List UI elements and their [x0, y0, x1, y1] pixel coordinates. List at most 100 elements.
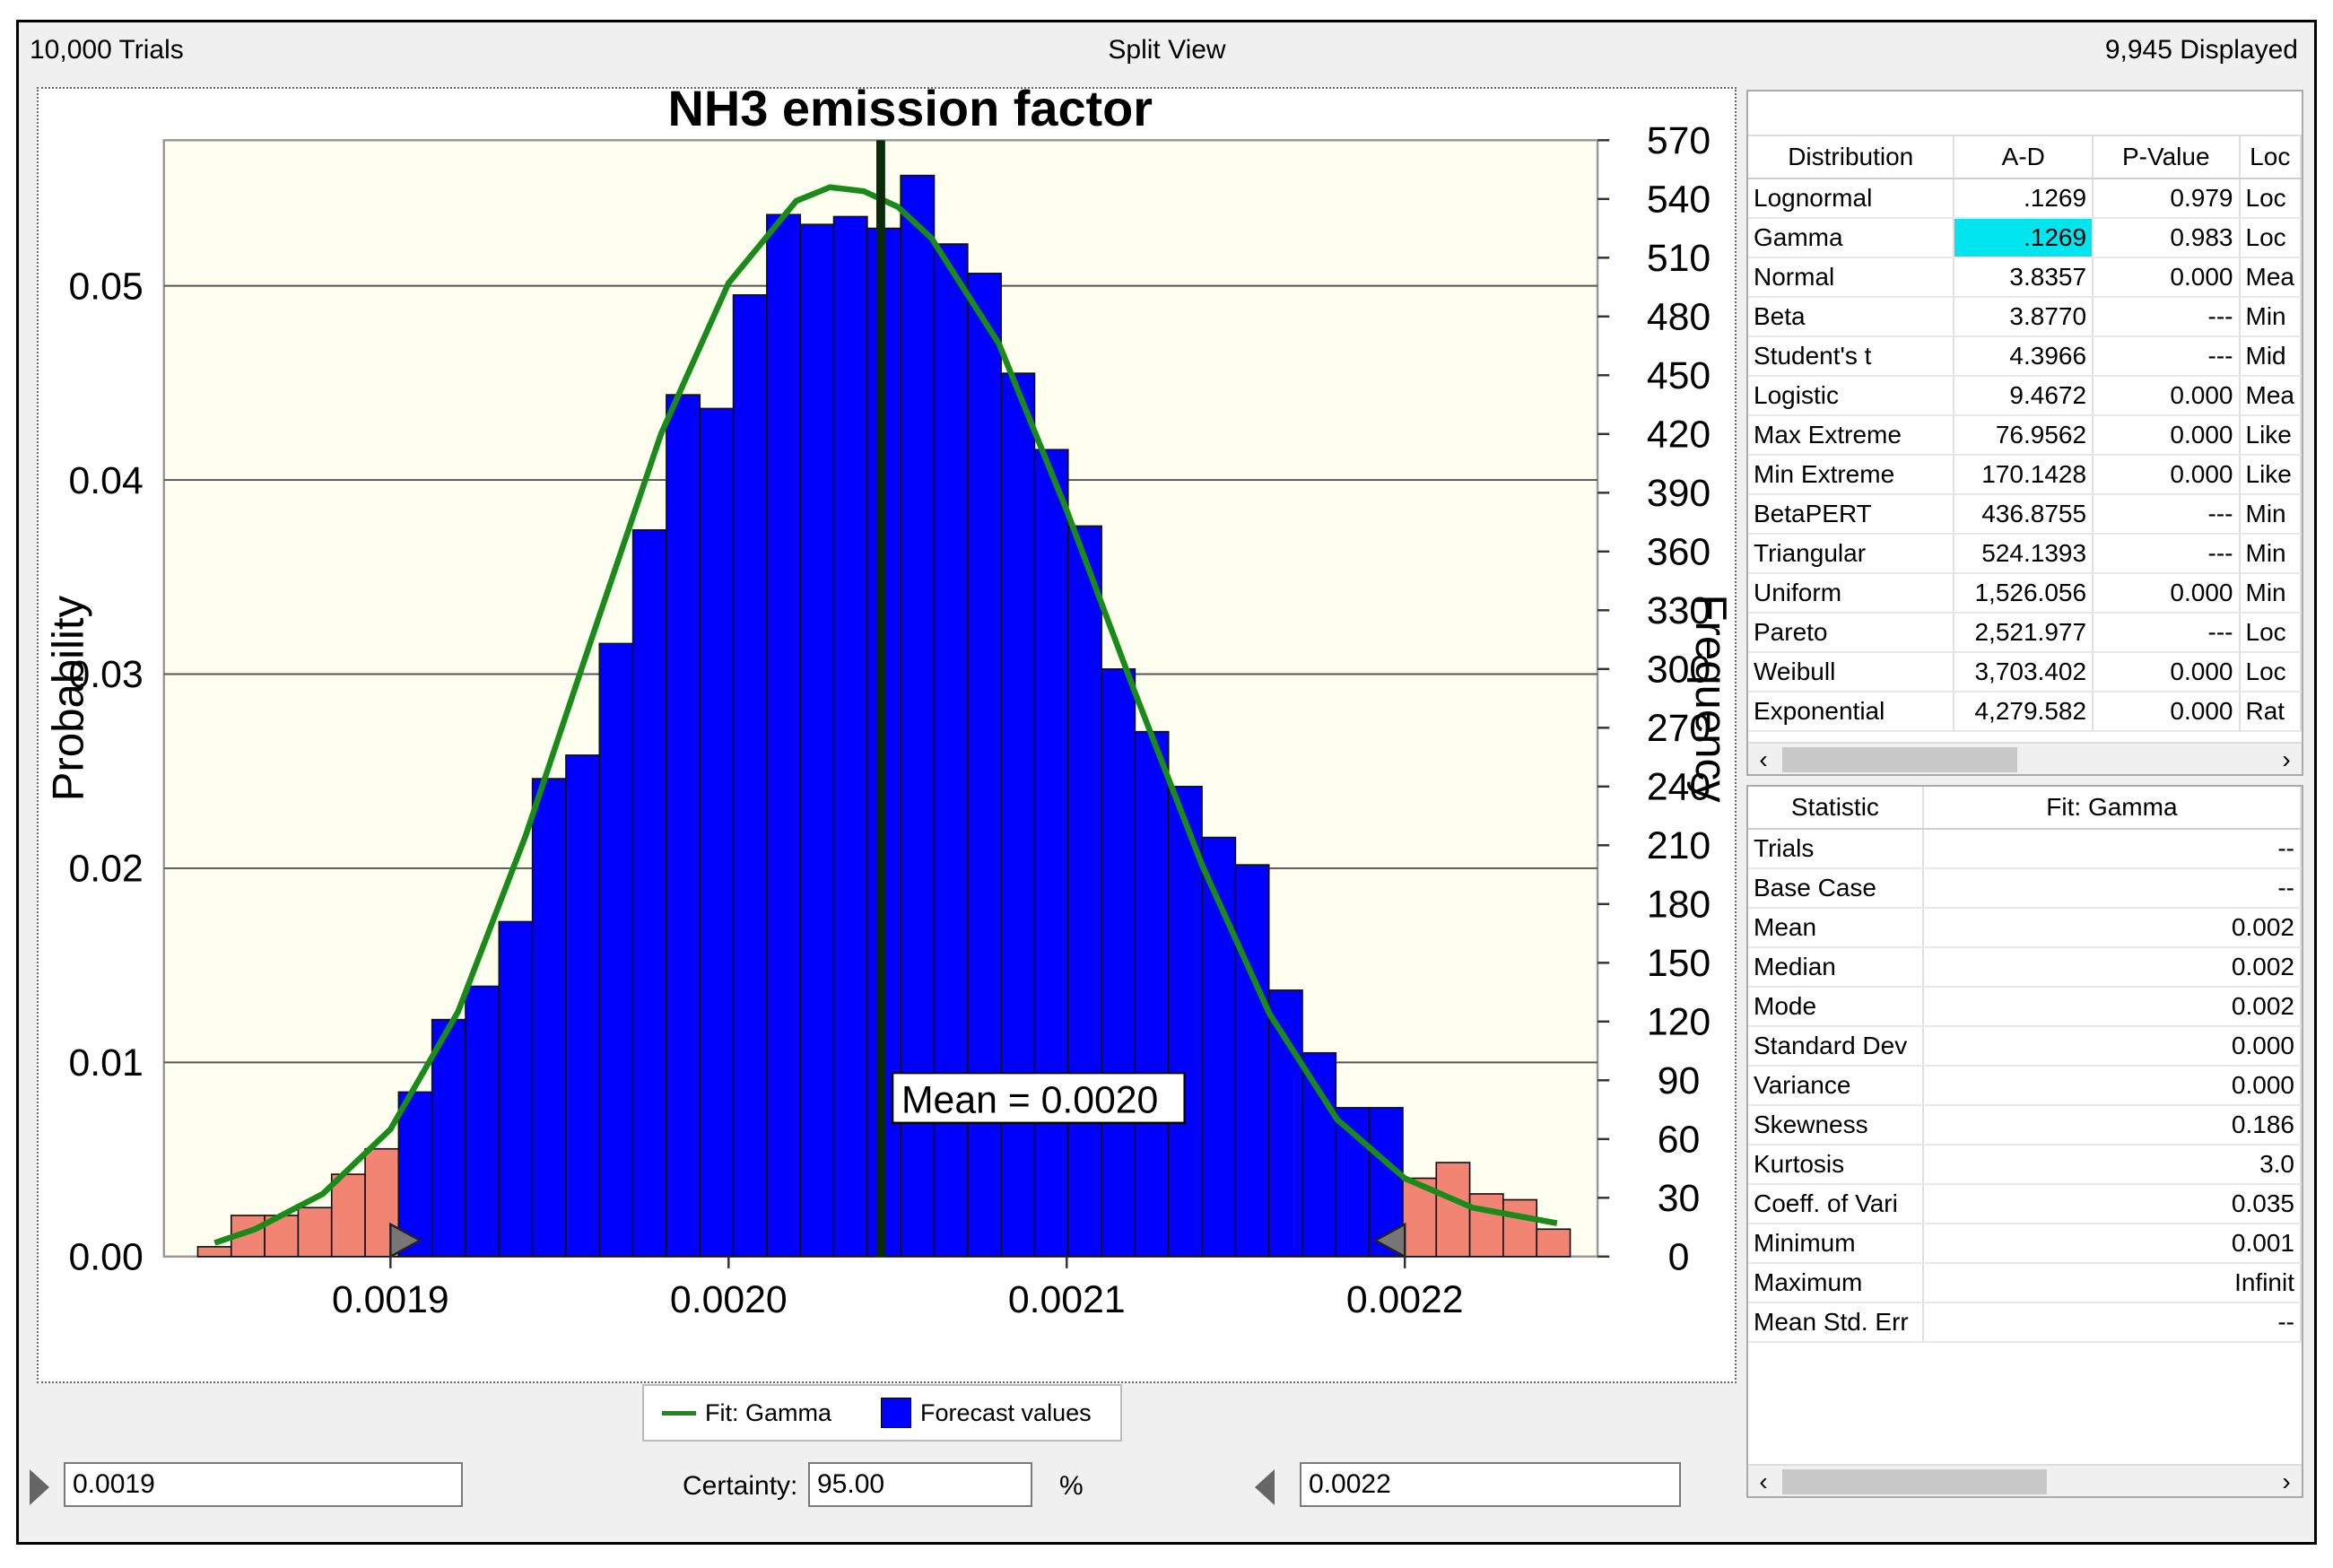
histogram-bar[interactable] — [297, 1206, 333, 1258]
histogram-bar[interactable] — [766, 213, 802, 1258]
certainty-input[interactable]: 95.00 — [808, 1462, 1032, 1507]
scroll-left-icon[interactable]: ‹ — [1759, 745, 1768, 773]
table-row[interactable]: Weibull 3,703.402 0.000 Loc — [1748, 652, 2302, 693]
histogram-bar[interactable] — [799, 223, 835, 1258]
histogram-bar[interactable] — [1000, 372, 1036, 1258]
fit-cell: Gamma — [1748, 218, 1955, 258]
stat-header-1[interactable]: Fit: Gamma — [1922, 787, 2302, 830]
table-row[interactable]: Minimum 0.001 — [1748, 1224, 2302, 1264]
table-row[interactable]: Maximum Infinit — [1748, 1263, 2302, 1303]
stat-cell: -- — [1922, 1302, 2302, 1343]
table-row[interactable]: Normal 3.8357 0.000 Mea — [1748, 257, 2302, 298]
fit-header-3[interactable]: Loc — [2239, 136, 2302, 179]
histogram-bar[interactable] — [498, 920, 534, 1258]
table-row[interactable]: Kurtosis 3.0 — [1748, 1145, 2302, 1185]
stat-cell: 0.186 — [1922, 1105, 2302, 1146]
y2-axis-label: Frequency — [1686, 595, 1735, 803]
fit-cell: Loc — [2239, 179, 2302, 219]
table-row[interactable]: Coeff. of Vari 0.035 — [1748, 1184, 2302, 1224]
stat-cell: Mode — [1748, 987, 1924, 1027]
view-mode-label[interactable]: Split View — [1108, 35, 1226, 65]
scroll-left-icon[interactable]: ‹ — [1759, 1468, 1768, 1495]
lower-bound-input[interactable]: 0.0019 — [64, 1462, 463, 1507]
upper-bound-input[interactable]: 0.0022 — [1300, 1462, 1681, 1507]
table-row[interactable]: Beta 3.8770 --- Min — [1748, 297, 2302, 337]
histogram-bar[interactable] — [397, 1091, 433, 1258]
fit-cell: Loc — [2239, 613, 2302, 653]
stat-cell: Trials — [1748, 829, 1924, 869]
table-row[interactable]: Pareto 2,521.977 --- Loc — [1748, 613, 2302, 653]
chart-title: NH3 emission factor — [668, 89, 1153, 136]
table-row[interactable]: Variance 0.000 — [1748, 1066, 2302, 1106]
lower-boundary-grabber-icon[interactable] — [389, 1222, 422, 1259]
table-row[interactable]: Triangular 524.1393 --- Min — [1748, 534, 2302, 574]
lower-grabber-icon[interactable] — [30, 1469, 49, 1505]
table-row[interactable]: Logistic 9.4672 0.000 Mea — [1748, 376, 2302, 416]
table-row[interactable]: Lognormal .1269 0.979 Loc — [1748, 179, 2302, 219]
histogram-bar[interactable] — [465, 985, 501, 1258]
fit-table[interactable]: Distribution A-D P-Value Loc Lognormal .1269… — [1748, 136, 2302, 732]
fit-cell: Lognormal — [1748, 179, 1955, 219]
histogram-bar[interactable] — [431, 1018, 466, 1258]
histogram-bar[interactable] — [565, 754, 601, 1258]
histogram-bar[interactable] — [631, 528, 667, 1258]
histogram-bar[interactable] — [832, 215, 868, 1258]
histogram-bar[interactable] — [732, 293, 768, 1258]
table-row[interactable]: Mean Std. Err -- — [1748, 1302, 2302, 1343]
histogram-bar[interactable] — [598, 642, 634, 1258]
histogram-bar[interactable] — [1502, 1198, 1538, 1258]
histogram-bar[interactable] — [1536, 1228, 1571, 1258]
upper-boundary-grabber-icon[interactable] — [1372, 1222, 1406, 1259]
stat-header-0[interactable]: Statistic — [1748, 787, 1924, 830]
table-row[interactable]: Mean 0.002 — [1748, 908, 2302, 948]
statistics-table[interactable]: Statistic Fit: Gamma Trials -- Base Case -- M… — [1748, 787, 2302, 1343]
table-row[interactable]: Base Case -- — [1748, 868, 2302, 909]
fit-table-hscroll[interactable]: ‹ › — [1748, 742, 2302, 774]
histogram-bar[interactable] — [666, 394, 701, 1258]
table-row[interactable]: Uniform 1,526.056 0.000 Min — [1748, 573, 2302, 614]
histogram-bar[interactable] — [1468, 1193, 1504, 1258]
scroll-right-icon[interactable]: › — [2282, 745, 2291, 773]
histogram-bar[interactable] — [1101, 667, 1136, 1258]
histogram-bar[interactable] — [1066, 525, 1102, 1258]
histogram-bar[interactable] — [330, 1173, 366, 1258]
fit-header-0[interactable]: Distribution — [1748, 136, 1955, 179]
histogram-bar[interactable] — [1301, 1051, 1337, 1258]
histogram-chart[interactable]: Mean = 0.0020 0.0019 0.0020 0.0021 0.0022 0.0… — [39, 89, 1735, 1381]
fit-legend-label: Fit: Gamma — [705, 1398, 832, 1426]
scroll-right-icon[interactable]: › — [2282, 1468, 2291, 1495]
y2-tick-label: 30 — [1658, 1177, 1701, 1220]
stats-table-hscroll[interactable]: ‹ › — [1748, 1464, 2302, 1496]
stat-cell: Standard Dev — [1748, 1026, 1924, 1067]
histogram-bar[interactable] — [531, 778, 567, 1258]
stat-cell: 0.000 — [1922, 1026, 2302, 1067]
table-row[interactable]: Exponential 4,279.582 0.000 Rat — [1748, 692, 2302, 732]
scroll-thumb[interactable] — [1782, 1469, 2047, 1494]
fit-cell: 0.000 — [2093, 455, 2241, 495]
histogram-bar[interactable] — [1267, 989, 1303, 1258]
fit-cell: 0.000 — [2093, 257, 2241, 298]
table-row[interactable]: Min Extreme 170.1428 0.000 Like — [1748, 455, 2302, 495]
histogram-bar[interactable] — [196, 1246, 232, 1258]
table-row[interactable]: Gamma .1269 0.983 Loc — [1748, 218, 2302, 258]
table-row[interactable]: Max Extreme 76.9562 0.000 Like — [1748, 415, 2302, 456]
table-row[interactable]: Skewness 0.186 — [1748, 1105, 2302, 1146]
fit-cell: 76.9562 — [1954, 415, 2094, 456]
upper-grabber-icon[interactable] — [1255, 1469, 1275, 1505]
table-row[interactable]: Student's t 4.3966 --- Mid — [1748, 336, 2302, 377]
histogram-bar[interactable] — [1134, 730, 1170, 1258]
table-row[interactable]: Trials -- — [1748, 829, 2302, 869]
histogram-bar[interactable] — [699, 407, 735, 1258]
fit-header-2[interactable]: P-Value — [2093, 136, 2241, 179]
stat-cell: 0.002 — [1922, 947, 2302, 988]
table-row[interactable]: Mode 0.002 — [1748, 987, 2302, 1027]
chart-panel[interactable]: Mean = 0.0020 0.0019 0.0020 0.0021 0.0022 0.0… — [37, 87, 1737, 1383]
table-row[interactable]: BetaPERT 436.8755 --- Min — [1748, 494, 2302, 535]
histogram-bar[interactable] — [1435, 1162, 1471, 1258]
histogram-bar[interactable] — [1033, 449, 1069, 1258]
scroll-thumb[interactable] — [1782, 747, 2017, 772]
table-row[interactable]: Standard Dev 0.000 — [1748, 1026, 2302, 1067]
fit-header-1[interactable]: A-D — [1954, 136, 2094, 179]
table-row[interactable]: Median 0.002 — [1748, 947, 2302, 988]
histogram-bar[interactable] — [1234, 864, 1270, 1258]
